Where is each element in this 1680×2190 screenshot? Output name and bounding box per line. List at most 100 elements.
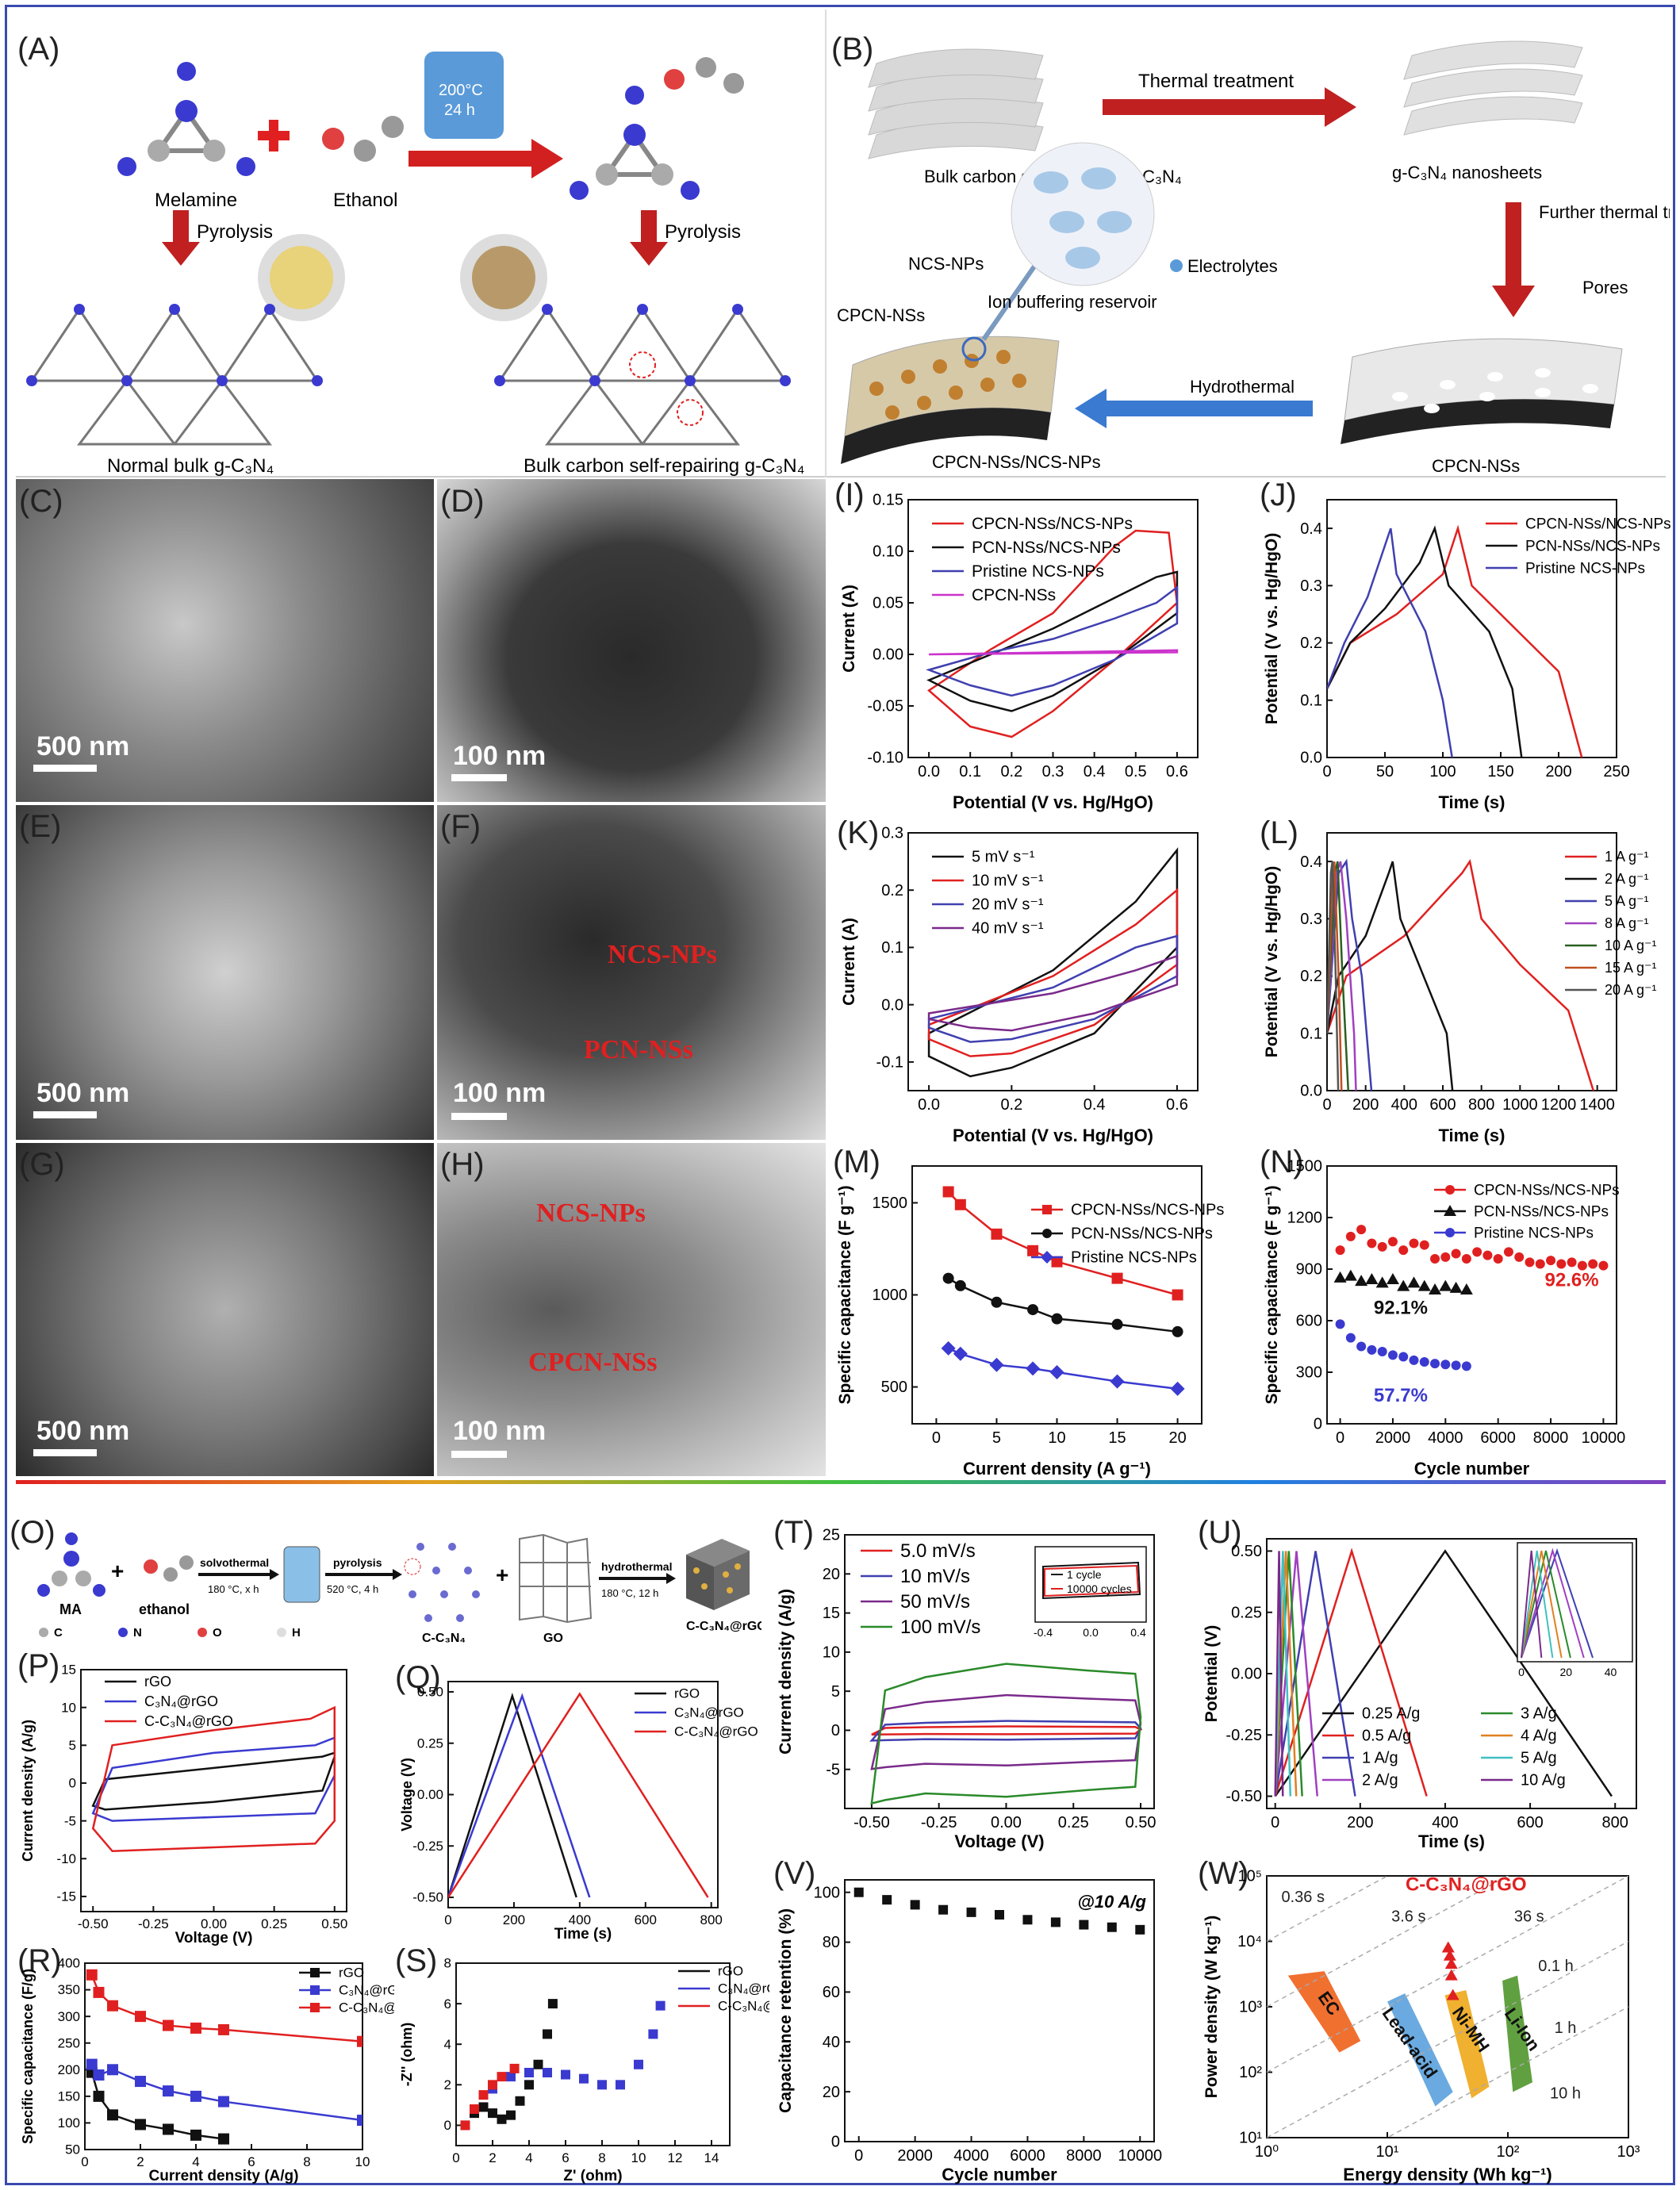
data-point <box>1556 1259 1567 1269</box>
legend-label: rGO <box>339 1966 364 1981</box>
legend-label: 10 mV s⁻¹ <box>972 873 1044 890</box>
panel-label-d: (D) <box>440 484 485 519</box>
x-tick-label: 1400 <box>1579 1096 1615 1114</box>
y-tick-label: 20 <box>823 1566 840 1583</box>
legend: rGO C₃N₄@rGO C-C₃N₄@rGO <box>105 1674 233 1729</box>
series-line <box>1327 525 1523 757</box>
series-1 <box>1333 1269 1473 1294</box>
data-point <box>1398 1352 1409 1362</box>
region-ni-mh <box>1444 1989 1490 2099</box>
svg-text:+: + <box>496 1563 508 1587</box>
data-point <box>488 2108 497 2119</box>
legend: 5.0 mV/s 10 mV/s 50 mV/s 100 mV/s <box>861 1540 980 1638</box>
x-axis-label: Voltage (V) <box>175 1930 253 1946</box>
pores-label: Pores <box>1582 278 1628 297</box>
c-c3n4-label: C-C₃N₄ <box>422 1632 466 1645</box>
series-1 <box>1327 525 1523 757</box>
data-point <box>1443 1949 1456 1961</box>
data-point <box>1444 1958 1458 1969</box>
series-2 <box>1327 527 1453 757</box>
legend-marker <box>310 1968 320 1977</box>
data-point <box>991 1228 1003 1240</box>
gcd-line <box>1274 1549 1613 1797</box>
data-point <box>1386 1273 1399 1284</box>
legend: rGO C₃N₄@rGO C-C₃N₄@rGO <box>299 1966 394 2015</box>
solvo-label: solvothermal <box>200 1556 269 1569</box>
data-point <box>561 2069 570 2080</box>
legend: CPCN-NSs/NCS-NPs PCN-NSs/NCS-NPs Pristine … <box>1031 1202 1224 1267</box>
chart-t: -0.50 -0.25 0.00 0.25 0.50 -5 0 5 10 15 20 25 Voltag… <box>777 1527 1156 1851</box>
series-4 <box>1327 861 1350 1091</box>
legend-label: 8 A g⁻¹ <box>1605 915 1649 931</box>
scheme-b: Thermal treatment Bulk carbon self-repai… <box>837 40 1670 476</box>
legend-label: C₃N₄@rGO <box>339 1983 394 1998</box>
data-point <box>1022 1915 1033 1925</box>
nanosheets <box>1403 40 1583 136</box>
series-0 <box>942 1186 1183 1301</box>
data-point <box>1441 1941 1455 1953</box>
x-tick-label: 8000 <box>1066 2147 1102 2165</box>
data-point <box>882 1895 892 1905</box>
chart-p: -0.50 -0.25 0.00 0.25 0.50 -15 -10 -5 0 5 10 15 Volt… <box>20 1663 347 1946</box>
x-tick-label: 0 <box>932 1429 941 1447</box>
data-point <box>1365 1273 1379 1284</box>
legend-label: 15 A g⁻¹ <box>1605 960 1657 976</box>
y-axis-label: -Z'' (ohm) <box>399 2023 415 2087</box>
legend-label: 2 A g⁻¹ <box>1605 871 1649 887</box>
series-2 <box>1335 1319 1471 1371</box>
scheme-a: Melamine Ethanol 200°C 24 h Pyrolysis Py… <box>26 52 804 476</box>
data-point <box>93 2090 105 2102</box>
data-point <box>488 2080 497 2090</box>
series-layer <box>460 1999 665 2131</box>
cpcn-label: CPCN-NSs <box>1432 456 1520 476</box>
y-tick-label: 0.2 <box>1300 635 1322 652</box>
inset-tick: 0 <box>1518 1666 1525 1678</box>
y-tick-label: 5 <box>831 1683 840 1701</box>
final-label: CPCN-NSs/NCS-NPs <box>932 452 1101 472</box>
panel-label-k: (K) <box>837 815 880 850</box>
y-tick-label: 0.2 <box>881 882 903 899</box>
legend-label: 10 A g⁻¹ <box>1605 938 1657 953</box>
data-point <box>616 2080 625 2090</box>
data-point <box>1375 1276 1389 1288</box>
series-line <box>1327 527 1453 757</box>
time-label: 36 s <box>1514 1908 1544 1926</box>
series-1 <box>460 2000 665 2131</box>
y-tick-label: 25 <box>823 1527 840 1544</box>
y-tick-label: 40 <box>823 2034 840 2051</box>
plot-frame <box>844 1879 1155 2142</box>
y-tick-label: 0.00 <box>1231 1666 1262 1683</box>
x-axis-label: Cycle number <box>942 2165 1057 2184</box>
x-tick-label: 0.1 <box>959 763 981 780</box>
data-point <box>93 2069 105 2081</box>
y-tick-label: -0.50 <box>1225 1788 1262 1805</box>
x-tick-label: 10¹ <box>1376 2143 1399 2161</box>
panel-label-w: (W) <box>1198 1856 1249 1891</box>
series-6 <box>1274 1551 1292 1797</box>
cv-loop <box>926 585 1179 697</box>
series-layer <box>926 529 1179 738</box>
panel-label-q: (Q) <box>395 1660 441 1695</box>
series-6 <box>1327 861 1340 1091</box>
legend-label: PCN-NSs/NCS-NPs <box>1474 1203 1609 1220</box>
legend-label: 3 A/g <box>1521 1705 1557 1723</box>
adduct-molecule <box>570 57 744 200</box>
y-axis-label: Current (A) <box>840 918 858 1006</box>
scale-label: 500 nm <box>36 1416 130 1446</box>
legend-marker <box>1042 1205 1052 1214</box>
panel-label-b: (B) <box>831 32 874 67</box>
data-point <box>1356 1341 1367 1352</box>
reservoir-label: Ion buffering reservoir <box>988 292 1157 312</box>
y-tick-label: 500 <box>881 1379 907 1396</box>
chart-annotation: 92.1% <box>1374 1297 1428 1318</box>
y-tick-label: 5 <box>69 1738 76 1753</box>
y-tick-label: 0.1 <box>1300 1025 1322 1042</box>
x-tick-label: 2000 <box>897 2147 933 2165</box>
x-tick-label: 10 <box>1048 1429 1065 1447</box>
y-tick-label: -0.25 <box>1225 1727 1262 1744</box>
y-tick-label: 0.10 <box>873 543 903 561</box>
gcd-line <box>1274 1551 1292 1797</box>
arrow-left-icon <box>1075 389 1313 428</box>
y-tick-label: 100 <box>58 2115 80 2131</box>
